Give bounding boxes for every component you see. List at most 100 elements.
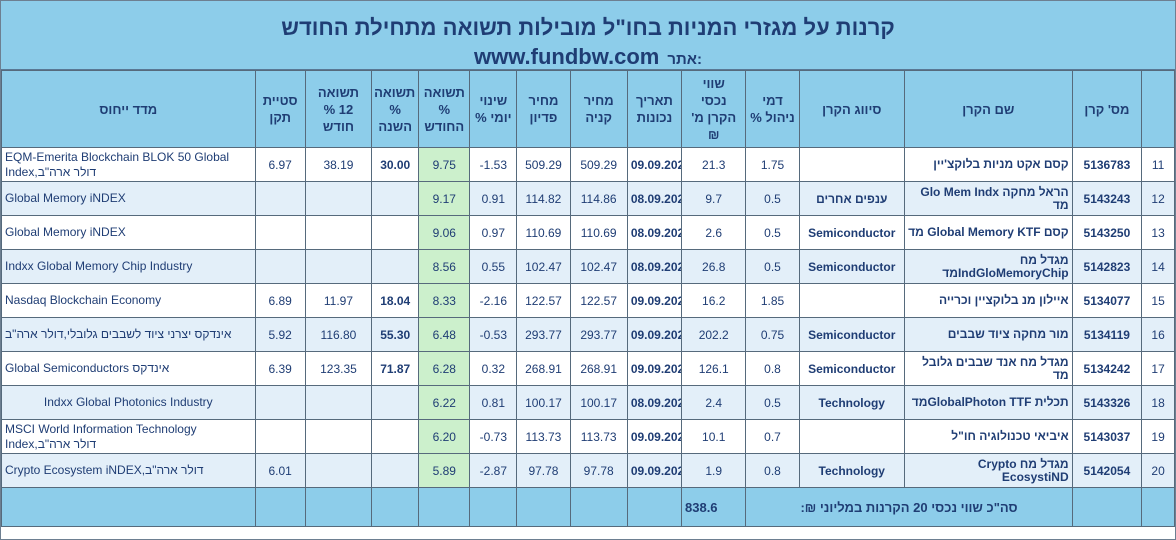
tracking-index-cell: Nasdaq Blockchain Economy (1, 283, 256, 318)
mgmt-fee-cell: 1.85 (745, 283, 800, 318)
total-empty-cell (626, 487, 683, 527)
header-fund-id: מס' קרן (1071, 70, 1143, 148)
assets-cell: 2.4 (680, 385, 747, 420)
row-index-cell: 16 (1141, 317, 1175, 352)
return-12m-cell (304, 453, 373, 488)
buy-price-cell: 122.57 (569, 283, 628, 318)
table-row: אינדקס יצרני ציוד לשבבים גלובלי,דולר ארה… (1, 317, 1175, 352)
fund-id-cell: 5143326 (1071, 385, 1143, 420)
month-return-cell: 6.20 (418, 419, 471, 454)
return-12m-cell (304, 215, 373, 250)
daily-change-cell: 0.91 (469, 181, 518, 216)
total-assets-label: סה"כ שווי נכסי 20 הקרנות במליוני ₪: (745, 487, 1073, 527)
header-mgmt-fee: דמי ניהול % (745, 70, 800, 148)
year-return-cell (371, 181, 420, 216)
fund-name-cell: איביאי טכנולוגיה חו"ל (903, 419, 1073, 454)
header-daily-change: שינוי יומי % (469, 70, 518, 148)
tracking-index-cell: Indxx Global Memory Chip Industry (1, 249, 256, 284)
month-return-cell: 5.89 (418, 453, 471, 488)
table-row: Crypto Ecosystem iNDEX,דולר ארה"ב 6.01 5… (1, 453, 1175, 488)
classification-cell: Technology (798, 453, 905, 488)
mgmt-fee-cell: 1.75 (745, 147, 800, 182)
return-12m-cell (304, 385, 373, 420)
deviation-cell (254, 181, 306, 216)
tracking-index-cell: Global Memory iNDEX (1, 215, 256, 250)
month-return-cell: 8.56 (418, 249, 471, 284)
month-return-cell: 9.75 (418, 147, 471, 182)
daily-change-cell: -0.73 (469, 419, 518, 454)
header-fund-name: שם הקרן (903, 70, 1073, 148)
fund-id-cell: 5142823 (1071, 249, 1143, 284)
fund-name-cell: מגדל מח אנד שבבים גלובל מד (903, 351, 1073, 386)
table-row: MSCI World Information Technology Index,… (1, 419, 1175, 454)
return-12m-cell: 123.35 (304, 351, 373, 386)
assets-cell: 26.8 (680, 249, 747, 284)
fund-id-cell: 5143243 (1071, 181, 1143, 216)
row-index-cell: 13 (1141, 215, 1175, 250)
assets-cell: 1.9 (680, 453, 747, 488)
buy-price-cell: 100.17 (569, 385, 628, 420)
header-12m-return: תשואה 12 % חודש (304, 70, 373, 148)
redeem-price-cell: 268.91 (516, 351, 571, 386)
row-index-cell: 20 (1141, 453, 1175, 488)
month-return-cell: 6.48 (418, 317, 471, 352)
tracking-index-cell: MSCI World Information Technology Index,… (1, 419, 256, 454)
deviation-cell: 6.89 (254, 283, 306, 318)
daily-change-cell: -1.53 (469, 147, 518, 182)
tracking-index-cell: Global Memory iNDEX (1, 181, 256, 216)
classification-cell (798, 147, 905, 182)
buy-price-cell: 509.29 (569, 147, 628, 182)
year-return-cell (371, 249, 420, 284)
year-return-cell (371, 419, 420, 454)
total-empty-cell (569, 487, 628, 527)
redeem-price-cell: 114.82 (516, 181, 571, 216)
row-index-cell: 17 (1141, 351, 1175, 386)
deviation-cell (254, 249, 306, 284)
table-row: Global Semiconductors אינדקס 6.39 123.35… (1, 351, 1175, 386)
tracking-index-cell: Global Semiconductors אינדקס (1, 351, 256, 386)
site-label: אתר: (667, 51, 702, 68)
header-date: תאריך נכונות (626, 70, 683, 148)
table-row: Indxx Global Photonics Industry 6.22 0.8… (1, 385, 1175, 420)
deviation-cell: 6.97 (254, 147, 306, 182)
fund-name-cell: מגדל מח IndGloMemoryChipמד (903, 249, 1073, 284)
month-return-cell: 6.28 (418, 351, 471, 386)
funds-body: EQM-Emerita Blockchain BLOK 50 Global In… (1, 147, 1175, 527)
return-12m-cell: 11.97 (304, 283, 373, 318)
redeem-price-cell: 102.47 (516, 249, 571, 284)
site-url[interactable]: www.fundbw.com (473, 44, 660, 69)
table-row: Global Memory iNDEX 9.06 0.97 110.69 110… (1, 215, 1175, 250)
buy-price-cell: 110.69 (569, 215, 628, 250)
daily-change-cell: -2.87 (469, 453, 518, 488)
header-assets: שווי נכסי הקרן מ' ₪ (680, 70, 747, 148)
report-title: קרנות על מגזרי המניות בחו"ל מובילות תשוא… (281, 15, 895, 40)
fund-id-cell: 5142054 (1071, 453, 1143, 488)
row-index-cell: 11 (1141, 147, 1175, 182)
total-empty-cell (371, 487, 420, 527)
return-12m-cell: 38.19 (304, 147, 373, 182)
daily-change-cell: 0.55 (469, 249, 518, 284)
tracking-index-cell: EQM-Emerita Blockchain BLOK 50 Global In… (1, 147, 256, 182)
funds-table: מדד ייחוס סטיית תקן תשואה 12 % חודש תשוא… (1, 70, 1175, 527)
deviation-cell (254, 215, 306, 250)
year-return-cell (371, 453, 420, 488)
redeem-price-cell: 110.69 (516, 215, 571, 250)
assets-cell: 2.6 (680, 215, 747, 250)
fund-name-cell: מגדל מח Crypto EcosystiND (903, 453, 1073, 488)
mgmt-fee-cell: 0.75 (745, 317, 800, 352)
header-redeem-price: מחיר פדיון (516, 70, 571, 148)
tracking-index-cell: Indxx Global Photonics Industry (1, 385, 256, 420)
redeem-price-cell: 509.29 (516, 147, 571, 182)
classification-cell: Technology (798, 385, 905, 420)
daily-change-cell: 0.97 (469, 215, 518, 250)
row-index-cell: 12 (1141, 181, 1175, 216)
daily-change-cell: -0.53 (469, 317, 518, 352)
year-return-cell: 30.00 (371, 147, 420, 182)
